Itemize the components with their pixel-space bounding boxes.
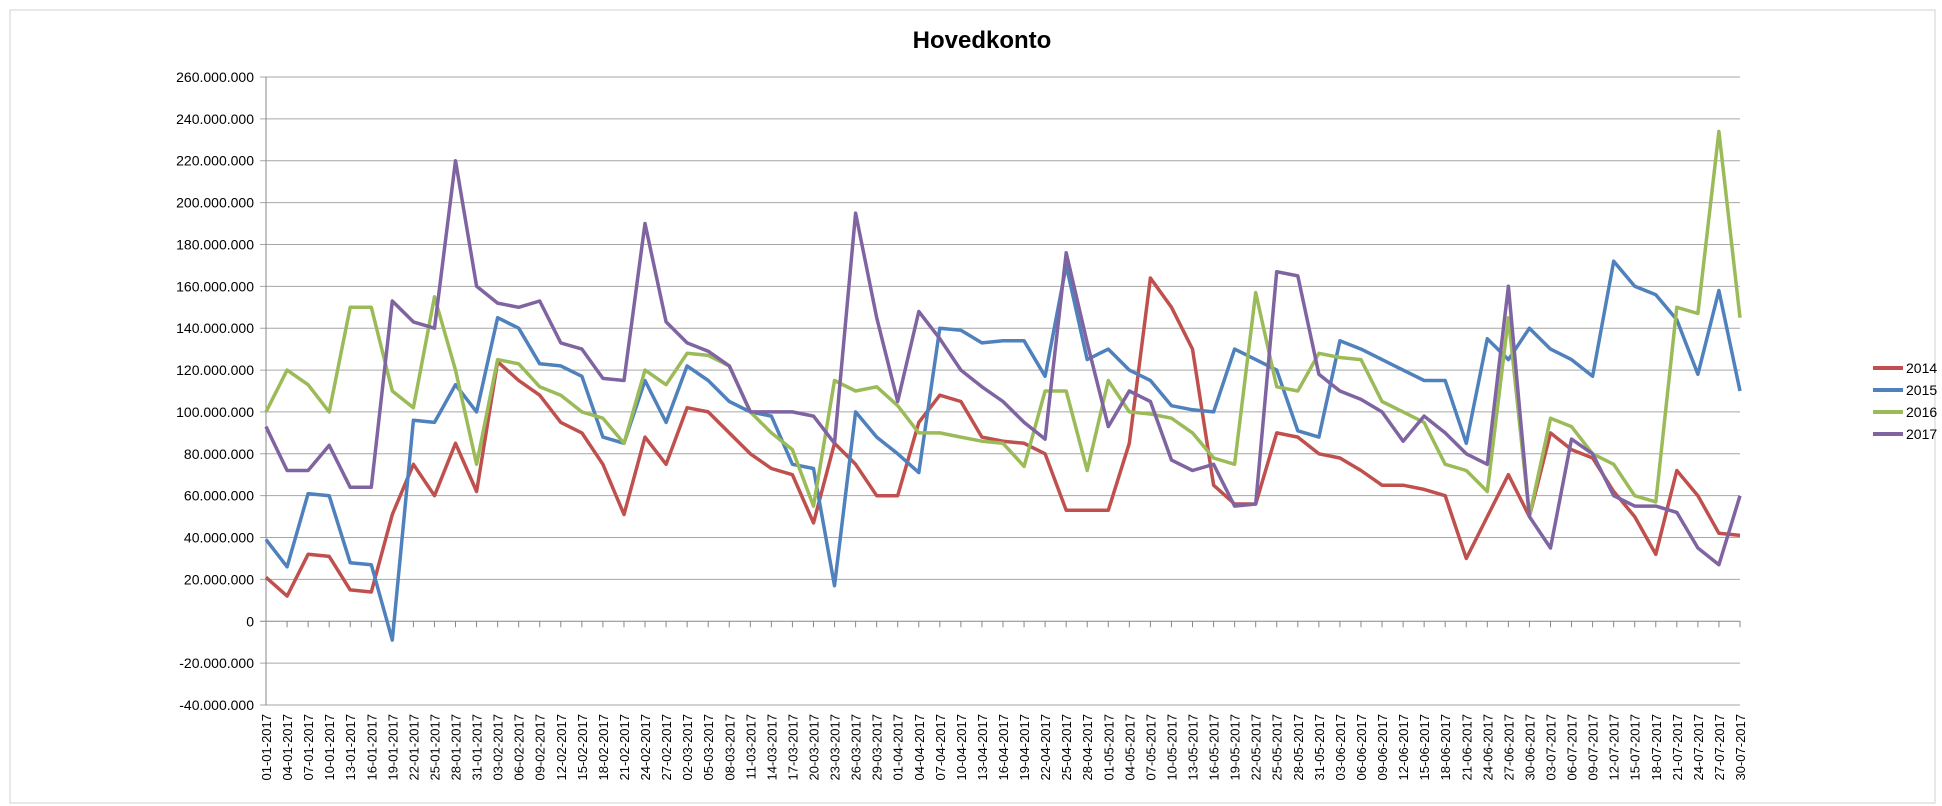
x-tick-label: 24-07-2017 <box>1691 714 1706 781</box>
x-tick-label: 21-02-2017 <box>617 714 632 781</box>
series-line <box>264 129 1742 519</box>
x-tick-label: 14-03-2017 <box>764 714 779 781</box>
x-tick-label: 25-01-2017 <box>427 714 442 781</box>
x-tick-label: 31-01-2017 <box>470 714 485 781</box>
x-tick-label: 11-03-2017 <box>743 714 758 780</box>
y-tick-label: 0 <box>246 613 254 629</box>
series-line <box>264 158 1742 567</box>
x-tick-label: 17-03-2017 <box>785 714 800 781</box>
x-tick-label: 12-07-2017 <box>1607 714 1622 781</box>
x-tick-label: 30-07-2017 <box>1733 714 1748 781</box>
x-tick-label: 12-06-2017 <box>1396 714 1411 781</box>
x-tick-label: 01-05-2017 <box>1101 714 1116 781</box>
x-tick-label: 12-02-2017 <box>554 714 569 781</box>
y-tick-label: 180.000.000 <box>176 236 254 252</box>
x-tick-label: 10-01-2017 <box>322 714 337 781</box>
x-tick-label: 27-06-2017 <box>1501 714 1516 781</box>
y-tick-label: 200.000.000 <box>176 195 254 211</box>
x-tick-label: 03-06-2017 <box>1333 714 1348 781</box>
x-tick-label: 21-07-2017 <box>1670 714 1685 781</box>
x-tick-label: 24-02-2017 <box>638 714 653 781</box>
chart-title: Hovedkonto <box>913 27 1052 54</box>
x-tick-label: 13-01-2017 <box>343 714 358 781</box>
y-tick-label: 260.000.000 <box>176 69 254 85</box>
y-tick-label: 160.000.000 <box>176 278 254 294</box>
x-tick-label: 04-05-2017 <box>1122 714 1137 781</box>
x-tick-label: 13-04-2017 <box>975 714 990 781</box>
x-tick-label: 16-04-2017 <box>996 714 1011 781</box>
y-tick-label: -40.000.000 <box>179 697 254 713</box>
x-tick-label: 10-05-2017 <box>1164 714 1179 781</box>
x-tick-label: 08-03-2017 <box>722 714 737 781</box>
legend-label: 2016 <box>1906 404 1937 420</box>
y-tick-label: 80.000.000 <box>184 446 254 462</box>
x-tick-label: 16-01-2017 <box>364 714 379 781</box>
y-tick-label: 120.000.000 <box>176 362 254 378</box>
x-tick-label: 27-07-2017 <box>1712 714 1727 781</box>
x-tick-label: 19-05-2017 <box>1228 714 1243 781</box>
x-tick-label: 28-05-2017 <box>1291 714 1306 781</box>
x-tick-label: 22-04-2017 <box>1038 714 1053 781</box>
x-tick-label: 18-07-2017 <box>1649 714 1664 781</box>
x-tick-label: 01-04-2017 <box>891 714 906 781</box>
x-tick-label: 10-04-2017 <box>954 714 969 781</box>
x-tick-label: 23-03-2017 <box>828 714 843 781</box>
x-tick-label: 02-03-2017 <box>680 714 695 781</box>
legend-label: 2017 <box>1906 426 1937 442</box>
x-tick-label: 28-04-2017 <box>1080 714 1095 781</box>
x-tick-label: 13-05-2017 <box>1186 714 1201 781</box>
x-tick-label: 25-05-2017 <box>1270 714 1285 781</box>
x-tick-label: 22-05-2017 <box>1249 714 1264 781</box>
x-tick-label: 25-04-2017 <box>1059 714 1074 781</box>
x-tick-label: 09-07-2017 <box>1586 714 1601 781</box>
x-tick-label: 26-03-2017 <box>849 714 864 781</box>
x-tick-label: 05-03-2017 <box>701 714 716 781</box>
x-tick-label: 09-06-2017 <box>1375 714 1390 781</box>
x-tick-label: 19-01-2017 <box>385 714 400 781</box>
x-tick-label: 04-01-2017 <box>280 714 295 781</box>
y-tick-label: 100.000.000 <box>176 404 254 420</box>
x-tick-label: 04-04-2017 <box>912 714 927 781</box>
x-tick-label: 24-06-2017 <box>1480 714 1495 781</box>
y-tick-label: 40.000.000 <box>184 530 254 546</box>
legend-label: 2014 <box>1906 360 1937 376</box>
x-tick-label: 29-03-2017 <box>870 714 885 781</box>
x-tick-label: 19-04-2017 <box>1017 714 1032 781</box>
x-tick-label: 21-06-2017 <box>1459 714 1474 781</box>
series-line <box>264 259 1742 642</box>
y-tick-label: 220.000.000 <box>176 153 254 169</box>
series-line <box>264 276 1741 598</box>
x-tick-label: 16-05-2017 <box>1207 714 1222 781</box>
x-tick-label: 18-02-2017 <box>596 714 611 781</box>
y-tick-label: 140.000.000 <box>176 320 254 336</box>
x-tick-label: 01-01-2017 <box>259 714 274 781</box>
x-tick-label: 31-05-2017 <box>1312 714 1327 781</box>
x-tick-label: 30-06-2017 <box>1522 714 1537 781</box>
x-tick-label: 06-06-2017 <box>1354 714 1369 781</box>
chart-frame <box>9 9 1936 804</box>
x-tick-label: 03-07-2017 <box>1543 714 1558 781</box>
legend-label: 2015 <box>1906 382 1937 398</box>
x-tick-label: 15-02-2017 <box>575 714 590 781</box>
x-tick-label: 27-02-2017 <box>659 714 674 781</box>
x-tick-label: 06-07-2017 <box>1565 714 1580 781</box>
x-tick-label: 15-06-2017 <box>1417 714 1432 781</box>
x-tick-label: 09-02-2017 <box>533 714 548 781</box>
y-tick-label: 20.000.000 <box>184 571 254 587</box>
x-tick-label: 07-05-2017 <box>1143 714 1158 781</box>
x-tick-label: 06-02-2017 <box>512 714 527 781</box>
x-tick-label: 07-04-2017 <box>933 714 948 781</box>
y-tick-label: 60.000.000 <box>184 488 254 504</box>
x-tick-label: 28-01-2017 <box>449 714 464 781</box>
x-tick-label: 18-06-2017 <box>1438 714 1453 781</box>
y-tick-label: -20.000.000 <box>179 655 254 671</box>
x-tick-label: 20-03-2017 <box>806 714 821 781</box>
x-tick-label: 15-07-2017 <box>1628 714 1643 781</box>
x-tick-label: 07-01-2017 <box>301 714 316 781</box>
y-tick-label: 240.000.000 <box>176 111 254 127</box>
x-tick-label: 03-02-2017 <box>491 714 506 781</box>
x-tick-label: 22-01-2017 <box>406 714 421 781</box>
